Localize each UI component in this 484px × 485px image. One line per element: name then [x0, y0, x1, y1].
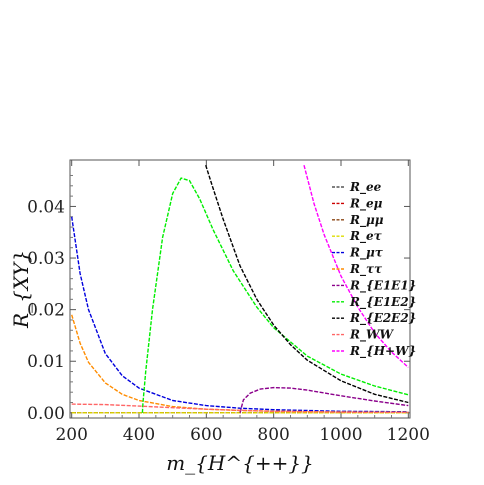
series-line [71, 314, 409, 413]
legend-label: R_{E2E2} [349, 311, 416, 326]
legend-label: R_WW [349, 328, 394, 343]
legend-label: R_eτ [349, 229, 383, 244]
y-tick-label: 0.02 [27, 301, 65, 321]
legend-label: R_ee [349, 180, 382, 195]
legend-label: R_{E1E1} [349, 278, 416, 293]
y-axis-label: R_{XY} [9, 250, 33, 329]
legend-label: R_μμ [349, 213, 384, 228]
legend-label: R_{E1E2} [349, 295, 416, 310]
legend: R_eeR_eμ R_μμR_eτ R_μτR_ττR_{E1E1} R_{E1E2}… [332, 180, 416, 359]
y-tick-label: 0.03 [27, 249, 65, 269]
legend-label: R_ττ [349, 262, 383, 277]
x-tick-label: 600 [190, 425, 222, 445]
series-line [71, 403, 409, 413]
x-tick-label: 800 [257, 425, 289, 445]
series-line [303, 165, 409, 368]
x-axis-label: m_{H^{++}} [166, 451, 314, 475]
axis-labels: m_{H^{++}} R_{XY} [9, 250, 314, 475]
legend-label: R_μτ [349, 246, 384, 261]
legend-label: R_{H+W} [349, 344, 416, 359]
axis-ticks: 200 400 600 800 1000 1200 0.00 0.01 0.02 0.03 0.04 [27, 160, 430, 445]
series-line [205, 164, 409, 404]
x-tick-label: 1200 [387, 425, 430, 445]
series-line [71, 216, 409, 413]
y-tick-label: 0.01 [27, 352, 65, 372]
legend-label: R_eμ [349, 196, 383, 211]
x-tick-label: 400 [123, 425, 155, 445]
series-line [239, 386, 409, 413]
y-tick-label: 0.04 [27, 197, 65, 217]
y-tick-label: 0.00 [27, 404, 65, 424]
series-curves [71, 164, 409, 414]
series-line [141, 177, 409, 413]
x-tick-label: 1000 [319, 425, 362, 445]
x-tick-label: 200 [55, 425, 87, 445]
